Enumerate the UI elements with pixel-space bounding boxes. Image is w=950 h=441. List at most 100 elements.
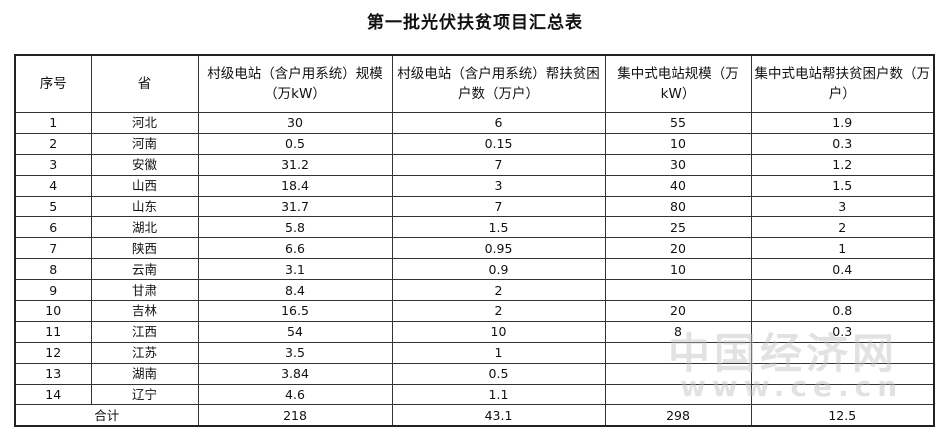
- table-cell: 5.8: [197, 216, 393, 239]
- table-cell: 1: [750, 237, 935, 260]
- table-cell: 5: [14, 195, 92, 218]
- table-cell: 湖北: [90, 216, 199, 239]
- column-header: 村级电站（含户用系统）帮扶贫困户数（万户）: [391, 54, 606, 113]
- table-cell: 11: [14, 320, 92, 343]
- table-cell: 4.6: [197, 383, 393, 406]
- table-cell: 1.2: [750, 153, 935, 176]
- table-cell: [750, 362, 935, 385]
- table-cell: [604, 341, 752, 364]
- table-cell: 8: [604, 320, 752, 343]
- table-cell: 陕西: [90, 237, 199, 260]
- table-cell: 1.5: [750, 174, 935, 197]
- table-cell: 3.5: [197, 341, 393, 364]
- table-cell: 6: [391, 112, 606, 134]
- table-cell: 80: [604, 195, 752, 218]
- table-cell: 40: [604, 174, 752, 197]
- table-cell: [604, 383, 752, 406]
- table-cell: 1.5: [391, 216, 606, 239]
- table-cell: 16.5: [197, 300, 393, 322]
- table-cell: 7: [391, 195, 606, 218]
- table-cell: 0.15: [391, 132, 606, 155]
- table-cell: 3.84: [197, 362, 393, 385]
- total-label: 合计: [14, 404, 199, 427]
- table-row: 9 甘肃 8.4 2: [14, 279, 935, 302]
- table-cell: 辽宁: [90, 383, 199, 406]
- table-cell: 2: [750, 216, 935, 239]
- table-cell: 安徽: [90, 153, 199, 176]
- table-row: 12 江苏 3.5 1: [14, 341, 935, 364]
- table-cell: 1.9: [750, 112, 935, 134]
- table-cell: 7: [391, 153, 606, 176]
- table-cell: 2: [391, 279, 606, 302]
- total-cell: 12.5: [750, 404, 935, 427]
- table-cell: 1: [391, 341, 606, 364]
- table-cell: [604, 362, 752, 385]
- table-cell: 甘肃: [90, 279, 199, 302]
- table-header-row: 序号省村级电站（含户用系统）规模（万kW） 村级电站（含户用系统）帮扶贫困户数（万…: [14, 54, 935, 113]
- table-cell: 0.4: [750, 258, 935, 281]
- table-cell: 25: [604, 216, 752, 239]
- table-cell: 云南: [90, 258, 199, 281]
- table-cell: 10: [604, 258, 752, 281]
- table-row: 13 湖南 3.84 0.5: [14, 362, 935, 385]
- table-cell: 7: [14, 237, 92, 260]
- table-cell: 20: [604, 300, 752, 322]
- table-cell: 18.4: [197, 174, 393, 197]
- total-row: 合计 218 43.1 298 12.5: [14, 404, 935, 427]
- table-row: 5 山东 31.7 7 80 3: [14, 195, 935, 218]
- table-cell: 0.3: [750, 320, 935, 343]
- table-cell: 1: [14, 112, 92, 134]
- table-cell: 湖南: [90, 362, 199, 385]
- table-cell: 30: [604, 153, 752, 176]
- total-cell: 298: [604, 404, 752, 427]
- table-cell: [750, 383, 935, 406]
- table-row: 1 河北 30 6 55 1.9: [14, 112, 935, 134]
- table-cell: [750, 279, 935, 302]
- table-cell: 10: [14, 300, 92, 322]
- summary-table: 序号省村级电站（含户用系统）规模（万kW） 村级电站（含户用系统）帮扶贫困户数（万…: [14, 54, 935, 428]
- table-cell: 6: [14, 216, 92, 239]
- table-cell: 3: [391, 174, 606, 197]
- table-cell: 山西: [90, 174, 199, 197]
- table-cell: [604, 279, 752, 302]
- table-row: 7 陕西 6.6 0.95 20 1: [14, 237, 935, 260]
- table-cell: 55: [604, 112, 752, 134]
- column-header: 村级电站（含户用系统）规模（万kW）: [197, 54, 393, 113]
- table-cell: 1.1: [391, 383, 606, 406]
- table-cell: 山东: [90, 195, 199, 218]
- table-cell: 31.2: [197, 153, 393, 176]
- table-cell: 10: [391, 320, 606, 343]
- table-cell: 3: [14, 153, 92, 176]
- page-title: 第一批光伏扶贫项目汇总表: [367, 13, 583, 33]
- total-cell: 43.1: [391, 404, 606, 427]
- table-row: 11 江西 54 10 8 0.3: [14, 320, 935, 343]
- table-cell: 河北: [90, 112, 199, 134]
- table-cell: 9: [14, 279, 92, 302]
- table-cell: 0.3: [750, 132, 935, 155]
- table-cell: 吉林: [90, 300, 199, 322]
- table-cell: 3: [750, 195, 935, 218]
- table-cell: 河南: [90, 132, 199, 155]
- table-cell: 20: [604, 237, 752, 260]
- table-cell: 2: [14, 132, 92, 155]
- column-header: 序号: [14, 54, 92, 113]
- table-cell: 8.4: [197, 279, 393, 302]
- table-cell: 14: [14, 383, 92, 406]
- table-cell: 江西: [90, 320, 199, 343]
- table-cell: 6.6: [197, 237, 393, 260]
- table-row: 2 河南 0.5 0.15 10 0.3: [14, 132, 935, 155]
- table-cell: 2: [391, 300, 606, 322]
- table-cell: 4: [14, 174, 92, 197]
- table-row: 6 湖北 5.8 1.5 25 2: [14, 216, 935, 239]
- table-cell: 8: [14, 258, 92, 281]
- table-cell: 31.7: [197, 195, 393, 218]
- table-row: 14 辽宁 4.6 1.1: [14, 383, 935, 406]
- table-cell: 0.8: [750, 300, 935, 322]
- table-cell: 54: [197, 320, 393, 343]
- table-row: 10 吉林 16.5 2 20 0.8: [14, 300, 935, 322]
- table-row: 3 安徽 31.2 7 30 1.2: [14, 153, 935, 176]
- total-cell: 218: [197, 404, 393, 427]
- table-cell: 12: [14, 341, 92, 364]
- column-header: 省: [90, 54, 199, 113]
- table-cell: 0.9: [391, 258, 606, 281]
